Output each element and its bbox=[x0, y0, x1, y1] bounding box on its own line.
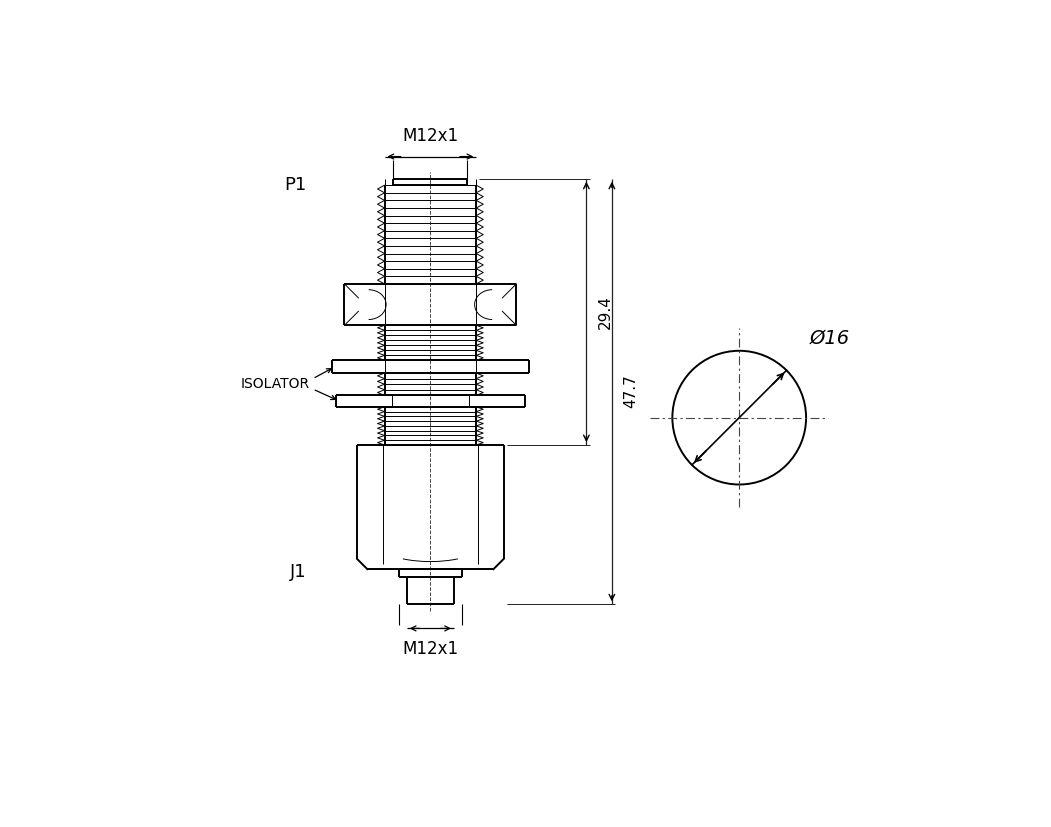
Text: M12x1: M12x1 bbox=[403, 127, 458, 145]
Text: P1: P1 bbox=[284, 175, 306, 194]
Text: Ø16: Ø16 bbox=[809, 328, 849, 347]
Text: 29.4: 29.4 bbox=[598, 295, 613, 329]
Text: M12x1: M12x1 bbox=[403, 640, 458, 657]
Text: 47.7: 47.7 bbox=[623, 375, 638, 409]
Text: J1: J1 bbox=[290, 563, 306, 581]
Text: ISOLATOR: ISOLATOR bbox=[241, 377, 309, 391]
